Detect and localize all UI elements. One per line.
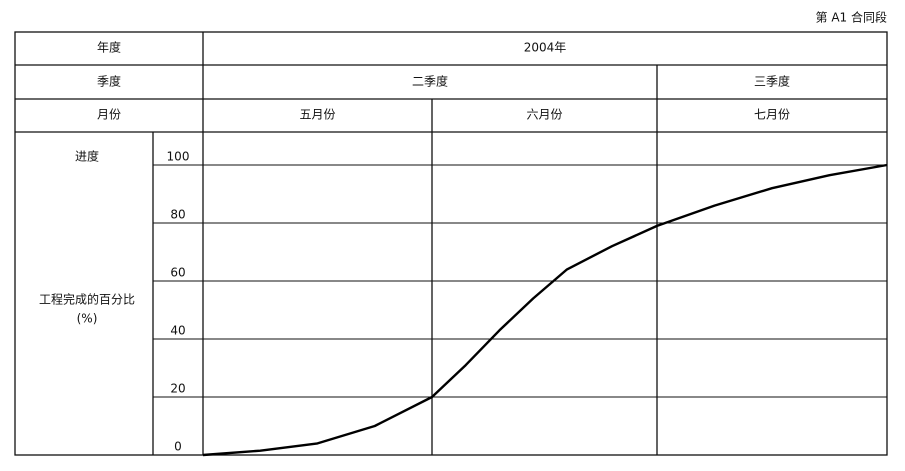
progress-curve xyxy=(202,163,888,457)
y-unit: (%) xyxy=(77,312,98,326)
month-label: 七月份 xyxy=(754,108,790,122)
table-border xyxy=(14,31,888,456)
y-tick-label: 40 xyxy=(170,324,185,338)
month-label: 六月份 xyxy=(526,108,562,122)
y-title: 工程完成的百分比 xyxy=(39,292,135,307)
year: 2004年 xyxy=(524,41,567,55)
y-tick-label: 20 xyxy=(170,382,185,396)
y-label: 进度 xyxy=(75,149,99,164)
month-label: 五月份 xyxy=(299,108,335,122)
table-lines xyxy=(14,31,888,456)
y-tick-label: 60 xyxy=(170,266,185,280)
row-label: 年度 xyxy=(97,40,121,55)
y-tick-label: 80 xyxy=(170,208,185,222)
quarter: 三季度 xyxy=(754,74,790,89)
row-label: 月份 xyxy=(97,108,121,122)
y-tick-label: 100 xyxy=(167,150,190,164)
quarter: 二季度 xyxy=(412,74,448,89)
y-tick-label: 0 xyxy=(174,440,182,454)
page-label: 第 A1 合同段 xyxy=(816,10,887,25)
row-label: 季度 xyxy=(97,74,121,89)
